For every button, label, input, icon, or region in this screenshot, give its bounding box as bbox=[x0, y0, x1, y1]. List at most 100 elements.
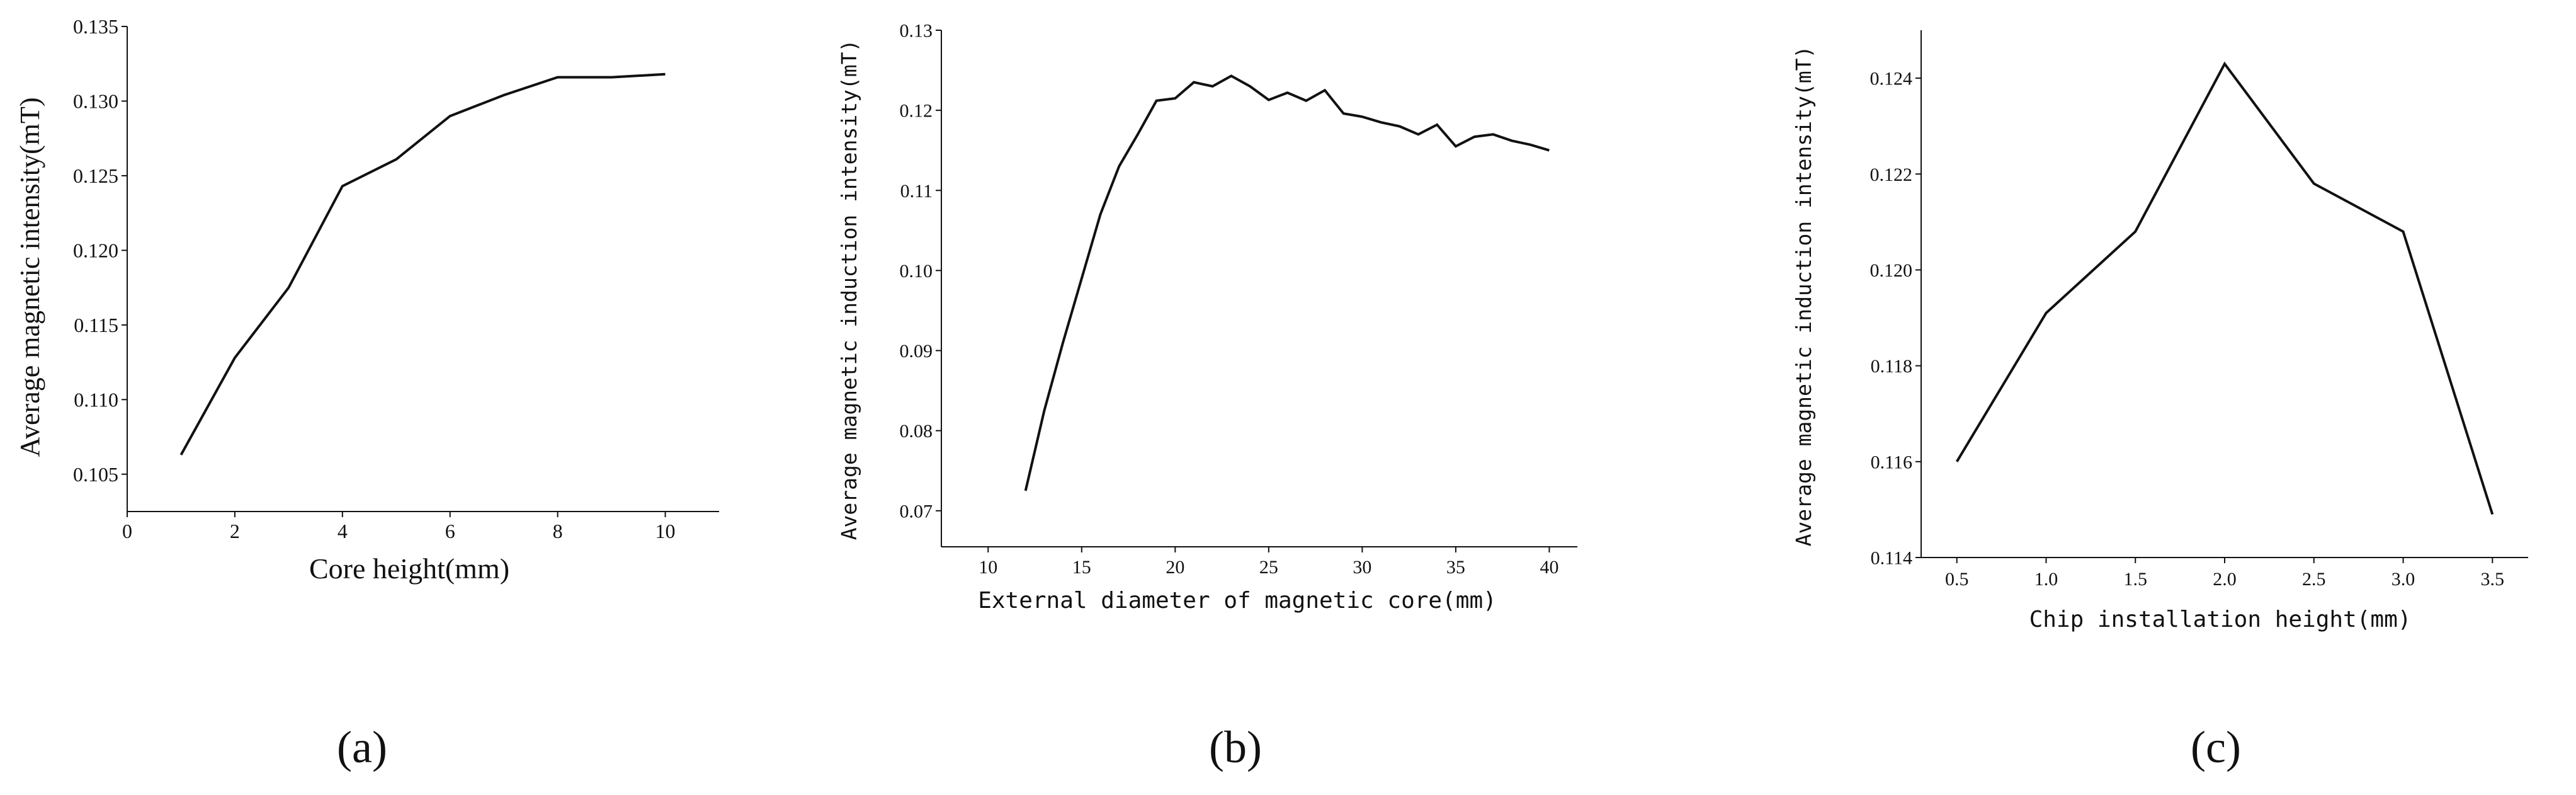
data-point-b bbox=[1511, 139, 1513, 142]
data-point-b bbox=[1455, 145, 1457, 147]
y-tick-label-c: 0.120 bbox=[1870, 260, 1913, 281]
y-tick-label-a: 0.125 bbox=[73, 164, 118, 187]
data-point-b bbox=[1492, 133, 1494, 135]
x-tick-label-c: 3.5 bbox=[2481, 569, 2505, 590]
data-point-c bbox=[2402, 231, 2405, 233]
data-point-a bbox=[664, 73, 667, 76]
y-tick-label-a: 0.135 bbox=[73, 15, 118, 38]
x-tick-label-a: 4 bbox=[338, 520, 348, 542]
data-point-b bbox=[1099, 213, 1102, 215]
data-point-b bbox=[1024, 489, 1027, 492]
y-tick-label-b: 0.10 bbox=[900, 261, 933, 282]
data-point-b bbox=[1361, 115, 1363, 118]
data-point-b bbox=[1249, 85, 1251, 88]
data-point-c bbox=[1956, 460, 1958, 463]
x-tick-label-a: 2 bbox=[230, 520, 240, 542]
data-point-b bbox=[1473, 135, 1476, 138]
panel-caption-b: (b) bbox=[1209, 722, 1262, 772]
y-tick-label-a: 0.105 bbox=[73, 463, 118, 486]
x-axis-title-b: External diameter of magnetic core(mm) bbox=[978, 588, 1497, 614]
x-tick-label-b: 20 bbox=[1166, 557, 1184, 578]
y-axis-title-a: Average magnetic intensity(mT) bbox=[14, 98, 45, 457]
data-point-c bbox=[2134, 231, 2136, 233]
data-point-b bbox=[1268, 99, 1270, 101]
y-tick-label-c: 0.114 bbox=[1871, 548, 1912, 569]
y-tick-label-b: 0.08 bbox=[900, 421, 933, 442]
data-point-b bbox=[1305, 100, 1307, 102]
x-tick-label-b: 25 bbox=[1259, 557, 1278, 578]
x-tick-label-b: 40 bbox=[1540, 557, 1558, 578]
y-tick-label-b: 0.09 bbox=[900, 341, 933, 362]
x-tick-label-c: 0.5 bbox=[1945, 569, 1969, 590]
x-tick-label-a: 6 bbox=[445, 520, 455, 542]
data-point-c bbox=[2045, 312, 2047, 314]
data-point-b bbox=[1286, 91, 1289, 94]
data-point-c bbox=[2223, 62, 2226, 65]
chart-panel-c: Average magnetic induction intensity(mT)… bbox=[1791, 30, 2528, 772]
y-tick-label-c: 0.118 bbox=[1871, 356, 1912, 377]
y-tick-label-a: 0.130 bbox=[73, 90, 118, 113]
x-tick-label-b: 15 bbox=[1072, 557, 1091, 578]
y-tick-label-c: 0.124 bbox=[1870, 69, 1913, 89]
y-tick-label-b: 0.07 bbox=[900, 501, 933, 522]
x-tick-label-c: 1.0 bbox=[2034, 569, 2058, 590]
panel-caption-a: (a) bbox=[337, 722, 387, 772]
data-point-b bbox=[1529, 144, 1532, 146]
y-tick-label-b: 0.13 bbox=[900, 21, 933, 42]
x-tick-label-c: 2.5 bbox=[2302, 569, 2326, 590]
series-line-a bbox=[179, 72, 666, 455]
data-point-c bbox=[2491, 513, 2494, 516]
x-tick-label-c: 3.0 bbox=[2392, 569, 2415, 590]
data-point-b bbox=[1324, 89, 1326, 91]
data-point-b bbox=[1118, 165, 1120, 168]
y-axis-title-c: Average magnetic induction intensity(mT) bbox=[1791, 46, 1816, 547]
data-point-b bbox=[1380, 121, 1382, 123]
data-point-b bbox=[1342, 112, 1345, 115]
x-tick-label-a: 10 bbox=[655, 520, 676, 542]
data-point-a bbox=[449, 115, 451, 117]
data-point-a bbox=[234, 357, 236, 359]
data-point-b bbox=[1193, 81, 1195, 84]
data-point-a bbox=[557, 76, 559, 79]
x-tick-label-b: 35 bbox=[1446, 557, 1465, 578]
chart-panel-a: Average magnetic intensity(mT) Core heig… bbox=[14, 15, 719, 772]
data-point-b bbox=[1230, 74, 1232, 77]
data-point-a bbox=[341, 185, 344, 188]
data-point-b bbox=[1155, 100, 1158, 102]
series-line-c bbox=[1955, 61, 2494, 515]
x-axis-title-c: Chip installation height(mm) bbox=[2029, 607, 2412, 632]
data-point-a bbox=[395, 158, 397, 161]
x-tick-label-b: 10 bbox=[979, 557, 997, 578]
chart-panel-b: Average magnetic induction intensity(mT)… bbox=[837, 21, 1577, 772]
data-point-b bbox=[1436, 123, 1438, 126]
y-tick-label-a: 0.115 bbox=[74, 314, 118, 336]
y-tick-label-c: 0.116 bbox=[1871, 452, 1912, 472]
data-point-b bbox=[1399, 125, 1401, 128]
data-point-b bbox=[1174, 97, 1176, 100]
data-point-a bbox=[287, 287, 290, 289]
y-tick-label-c: 0.122 bbox=[1870, 164, 1913, 185]
x-tick-label-a: 0 bbox=[122, 520, 132, 542]
y-tick-label-b: 0.11 bbox=[900, 181, 933, 202]
y-tick-label-a: 0.120 bbox=[73, 239, 118, 262]
series-line-b bbox=[1024, 74, 1550, 491]
x-tick-label-a: 8 bbox=[553, 520, 563, 542]
data-point-b bbox=[1548, 149, 1550, 152]
panel-caption-c: (c) bbox=[2191, 722, 2241, 772]
x-axis-title-a: Core height(mm) bbox=[309, 552, 509, 585]
data-point-b bbox=[1062, 341, 1064, 344]
data-point-c bbox=[2313, 182, 2315, 185]
x-tick-label-c: 1.5 bbox=[2123, 569, 2147, 590]
x-tick-label-c: 2.0 bbox=[2213, 569, 2237, 590]
x-tick-label-b: 30 bbox=[1353, 557, 1371, 578]
data-point-b bbox=[1417, 133, 1420, 135]
data-point-b bbox=[1081, 277, 1083, 280]
data-point-b bbox=[1211, 85, 1214, 88]
y-axis-title-b: Average magnetic induction intensity(mT) bbox=[837, 40, 861, 540]
data-point-b bbox=[1137, 133, 1139, 135]
y-tick-label-b: 0.12 bbox=[900, 101, 933, 122]
data-point-a bbox=[502, 94, 505, 96]
data-point-a bbox=[610, 76, 613, 79]
data-point-a bbox=[179, 454, 182, 456]
